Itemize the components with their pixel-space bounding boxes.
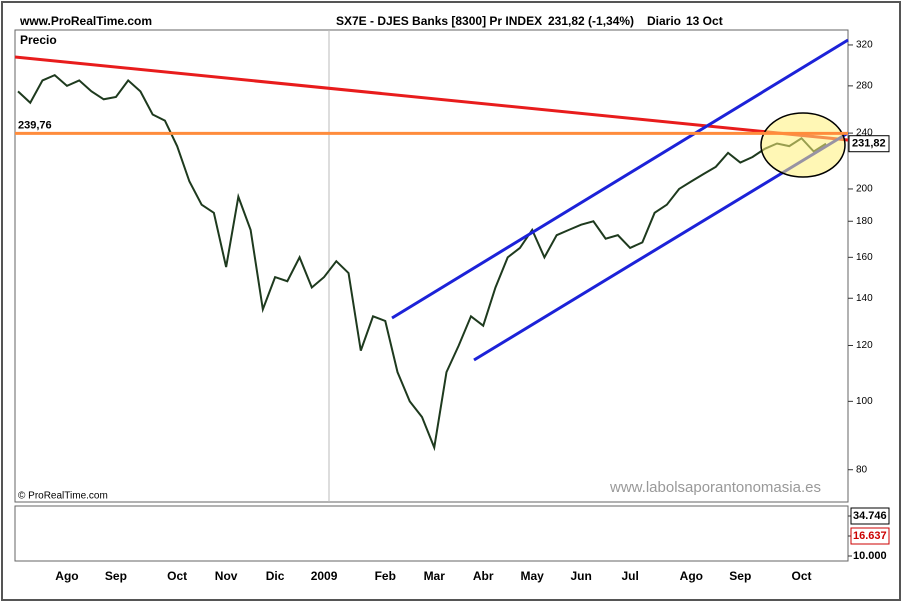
x-tick-label: Dic <box>266 569 285 583</box>
site: www.ProRealTime.com <box>19 14 152 28</box>
x-tick-label: Feb <box>375 569 396 583</box>
last-price-label: 231,82 <box>852 138 886 150</box>
plot-area <box>14 29 849 503</box>
indicator-box <box>850 507 890 525</box>
x-tick-label: Oct <box>167 569 187 583</box>
price-line <box>17 73 827 452</box>
x-tick-label: Ago <box>55 569 78 583</box>
y-label: Precio <box>20 33 57 47</box>
x-tick-label: 2009 <box>311 569 338 583</box>
last-price-box <box>848 135 890 153</box>
highlight <box>760 112 846 178</box>
indicator-label: 10.000 <box>853 550 887 562</box>
x-tick-label: Ago <box>680 569 703 583</box>
title: SX7E - DJES Banks [8300] Pr INDEX <box>336 14 542 28</box>
x-tick-label: May <box>521 569 545 583</box>
indicator-panel <box>14 505 849 562</box>
y-tick-label: 200 <box>856 184 873 195</box>
reference-label: 239,76 <box>18 119 52 131</box>
x-tick-label: Sep <box>105 569 127 583</box>
x-tick-label: Sep <box>729 569 751 583</box>
y-tick-label: 280 <box>856 81 873 92</box>
x-tick-label: Jun <box>570 569 591 583</box>
indicator-label: 16.637 <box>853 530 887 542</box>
y-tick-label: 240 <box>856 128 873 139</box>
x-tick-label: Mar <box>424 569 446 583</box>
indicator-label: 34.746 <box>853 510 887 522</box>
y-tick-label: 160 <box>856 252 873 263</box>
last-quote: 231,82 (-1,34%) <box>548 14 634 28</box>
channel-upper <box>391 38 849 320</box>
x-tick-label: Abr <box>473 569 494 583</box>
y-tick-label: 120 <box>856 340 873 351</box>
y-tick-label: 320 <box>856 40 873 51</box>
y-tick-label: 100 <box>856 396 873 407</box>
y-tick-label: 80 <box>856 464 868 475</box>
annotations: 231,82 <box>14 38 890 362</box>
x-tick-label: Oct <box>792 569 812 583</box>
date: 13 Oct <box>686 14 723 28</box>
copyright: © ProRealTime.com <box>18 491 108 502</box>
watermark: www.labolsaporantonomasia.es <box>609 479 821 496</box>
indicator-box <box>850 527 890 545</box>
y-tick-label: 180 <box>856 216 873 227</box>
x-tick-label: Nov <box>215 569 238 583</box>
x-tick-label: Jul <box>621 569 638 583</box>
y-tick-label: 140 <box>856 293 873 304</box>
period: Diario <box>647 14 681 28</box>
